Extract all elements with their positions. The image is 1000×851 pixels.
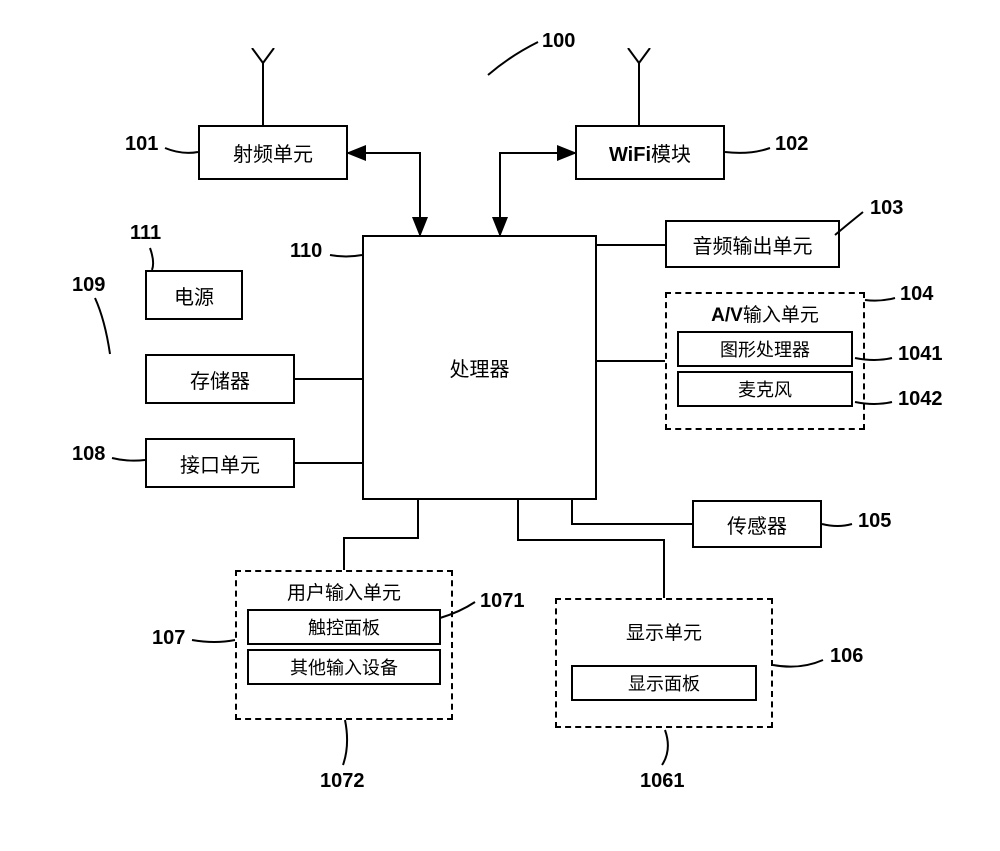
leader-lines bbox=[0, 0, 1000, 851]
diagram-canvas: 处理器 射频单元 WiFi模块 音频输出单元 A/V输入单元 图形处理器 麦克风… bbox=[0, 0, 1000, 851]
